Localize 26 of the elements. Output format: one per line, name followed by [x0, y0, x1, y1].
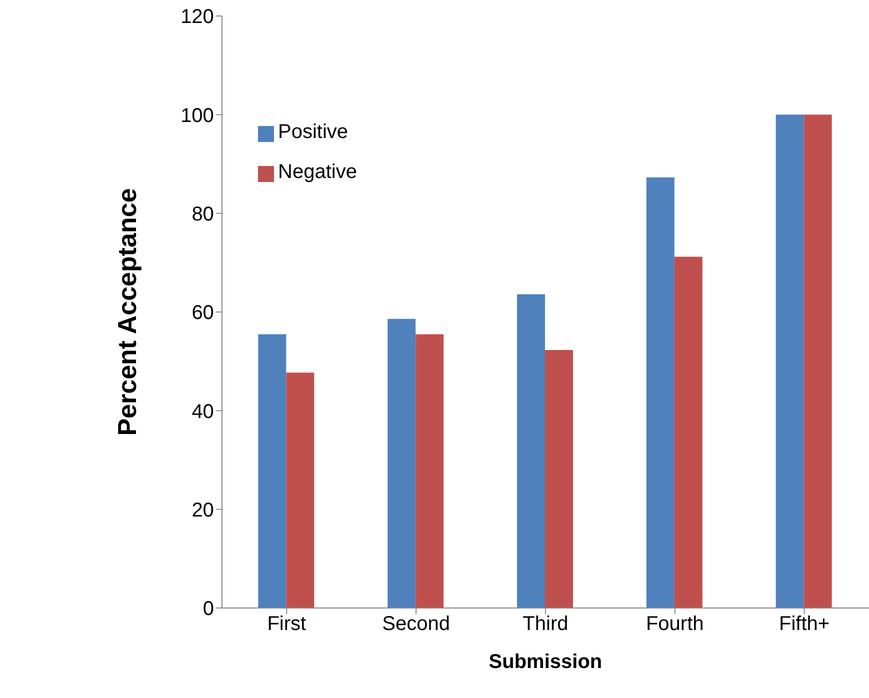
y-tick-label: 60 [192, 302, 214, 324]
bar [286, 372, 314, 608]
y-tick-label: 120 [180, 6, 214, 28]
y-axis-title: Percent Acceptance [112, 188, 142, 436]
y-tick-label: 80 [192, 203, 214, 226]
y-tick-label: 40 [192, 400, 214, 423]
bar [646, 177, 674, 608]
x-tick-label: Fourth [646, 613, 704, 636]
y-tick-label: 0 [202, 598, 214, 620]
x-axis-title: Submission [488, 651, 602, 673]
x-tick-label: Third [522, 613, 568, 636]
legend-label: Positive [278, 121, 348, 143]
bar [804, 114, 832, 608]
y-tick-label: 100 [180, 104, 214, 127]
bar [416, 334, 444, 608]
bar [674, 256, 702, 608]
bar [258, 334, 286, 608]
bar [545, 350, 573, 608]
x-tick-label: First [267, 613, 307, 636]
y-tick-label: 20 [192, 499, 214, 522]
bar [517, 294, 545, 608]
x-tick-label: Fifth+ [779, 613, 830, 636]
legend-label: Negative [278, 161, 357, 183]
bar [388, 318, 416, 608]
bar [776, 114, 804, 608]
x-tick-label: Second [382, 613, 450, 636]
